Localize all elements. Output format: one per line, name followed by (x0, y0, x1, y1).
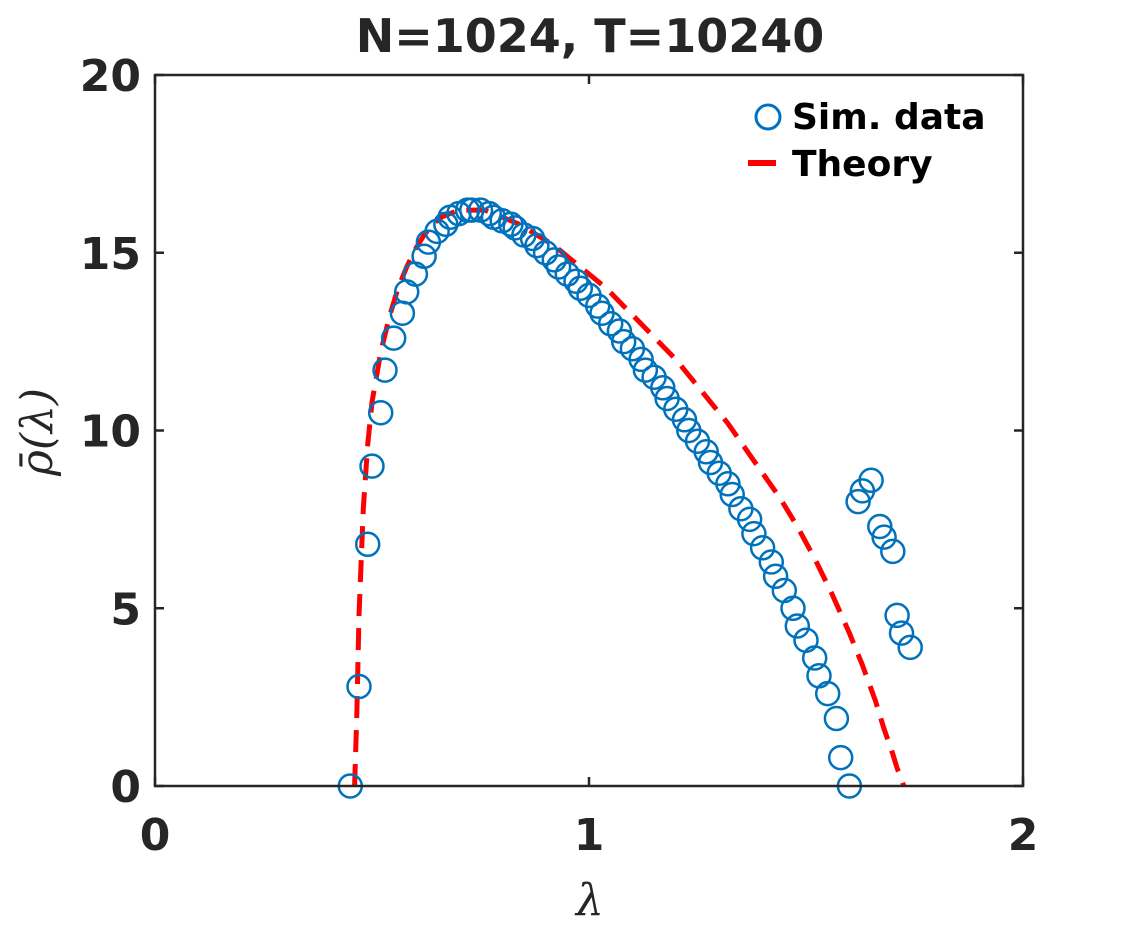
legend: Sim. data Theory (748, 97, 986, 185)
sim-data-point (519, 225, 546, 252)
x-axis: 0 1 2 (140, 75, 1039, 861)
y-tick-label: 5 (110, 584, 141, 635)
sim-data-point (858, 467, 884, 494)
sim-data-point (541, 247, 568, 273)
sim-data-point (359, 453, 385, 479)
sim-data-point (719, 481, 745, 508)
legend-sim-marker (754, 103, 782, 131)
chart-title: N=1024, T=10240 (356, 9, 825, 63)
sim-data-point (823, 705, 850, 732)
x-axis-label: λ (574, 875, 604, 926)
legend-sim-label: Sim. data (792, 97, 986, 138)
sim-data-point (554, 261, 581, 287)
sim-data-point (628, 346, 654, 373)
x-tick-label: 1 (574, 810, 605, 861)
y-axis: 0 5 10 15 20 (80, 51, 1023, 813)
sim-data-layer (337, 197, 923, 799)
sim-data-point (597, 311, 624, 337)
sim-data-point (762, 563, 789, 590)
sim-data-point (715, 471, 741, 497)
sim-data-point (532, 240, 559, 266)
sim-data-point (827, 744, 854, 771)
sim-data-point (476, 200, 502, 227)
sim-data-point (897, 634, 923, 661)
sim-data-point (780, 595, 806, 622)
sim-data-point (741, 520, 767, 547)
x-tick-label: 2 (1008, 810, 1039, 861)
plot-background (155, 75, 1023, 786)
sim-data-point (354, 531, 381, 558)
sim-data-point (610, 328, 637, 355)
sim-data-point (867, 513, 893, 540)
x-tick-label: 0 (140, 810, 171, 861)
sim-data-point (424, 218, 450, 245)
sim-data-point (411, 243, 437, 270)
sim-data-point (584, 293, 611, 319)
sim-data-point (784, 613, 811, 639)
sim-data-point (888, 620, 915, 646)
sim-data-point (871, 524, 897, 550)
sim-data-point (380, 325, 407, 351)
sim-data-point (567, 275, 594, 302)
plot-area (153, 73, 1025, 799)
sim-data-point (372, 357, 398, 383)
y-tick-label: 15 (80, 229, 141, 280)
sim-data-point (545, 254, 572, 280)
sim-data-point (671, 407, 698, 433)
sim-data-point (880, 538, 906, 565)
sim-data-point (650, 375, 676, 401)
sim-data-point (801, 645, 828, 671)
legend-theory-label: Theory (792, 144, 933, 185)
sim-data-point (749, 535, 776, 561)
sim-data-point (845, 488, 871, 515)
y-tick-label: 0 (110, 762, 141, 813)
y-axis-label: ρ̄(λ) (12, 388, 63, 477)
sim-data-point (346, 673, 372, 700)
sim-data-point (884, 602, 910, 629)
sim-data-point (563, 268, 589, 294)
sim-data-point (814, 680, 841, 707)
sim-data-point (693, 439, 719, 465)
sim-data-point (367, 399, 394, 426)
sim-data-point (736, 506, 763, 533)
sim-data-point (632, 357, 659, 383)
sim-data-point (524, 232, 550, 259)
sim-data-point (758, 549, 785, 575)
y-tick-label: 10 (80, 407, 141, 458)
y-tick-label: 20 (80, 51, 141, 102)
sim-data-point (606, 318, 633, 344)
